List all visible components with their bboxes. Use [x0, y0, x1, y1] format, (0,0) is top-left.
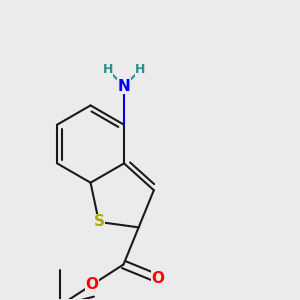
Text: O: O	[152, 271, 164, 286]
Text: S: S	[93, 214, 104, 230]
Text: O: O	[86, 277, 99, 292]
Text: N: N	[118, 79, 130, 94]
Text: H: H	[103, 63, 113, 76]
Text: H: H	[135, 63, 146, 76]
